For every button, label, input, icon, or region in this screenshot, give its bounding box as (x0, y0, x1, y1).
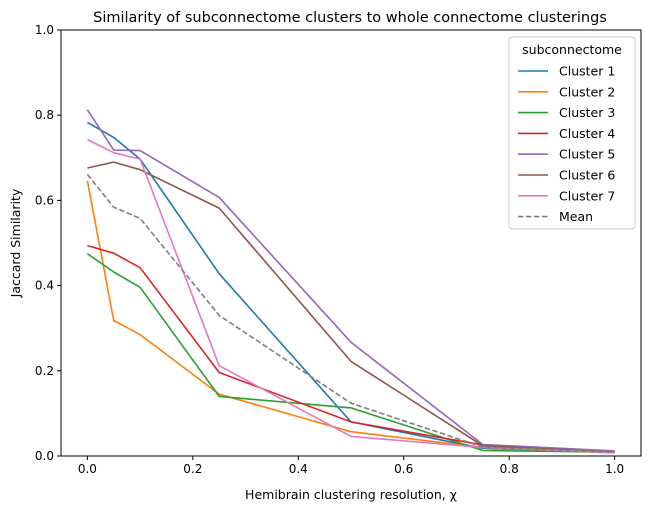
series-line-cluster-6 (87, 161, 615, 453)
legend-label-cluster-4: Cluster 4 (559, 126, 615, 141)
y-tick-label: 1.0 (35, 23, 54, 37)
y-tick-label: 0.4 (35, 279, 54, 293)
series-line-mean (86, 173, 615, 453)
y-tick-label: 0.2 (35, 364, 54, 378)
legend-label-cluster-2: Cluster 2 (559, 84, 615, 99)
x-tick-label: 0.8 (500, 462, 519, 476)
axis-layer: 0.0 0.2 0.4 0.6 0.8 1.0 0.0 0.2 0.4 0.6 0.8 1.0 (35, 23, 624, 476)
legend-title: subconnectome (522, 42, 622, 57)
x-tick-label: 0.0 (78, 462, 97, 476)
x-axis-label: Hemibrain clustering resolution, χ (245, 487, 457, 502)
y-tick-label: 0.0 (35, 449, 54, 463)
legend-label-cluster-7: Cluster 7 (559, 188, 615, 203)
y-tick-label: 0.6 (35, 193, 54, 207)
y-tick-label: 0.8 (35, 108, 54, 122)
legend-label-cluster-3: Cluster 3 (559, 105, 615, 120)
plot-frame (60, 29, 642, 457)
y-axis-label: Jaccard Similarity (8, 188, 23, 298)
legend-label-cluster-1: Cluster 1 (559, 64, 615, 79)
legend-label-cluster-5: Cluster 5 (559, 147, 615, 162)
legend-box (508, 36, 636, 230)
x-tick-label: 0.2 (183, 462, 202, 476)
legend-entries: Cluster 1 Cluster 2 Cluster 3 Cluster 4 Clus… (518, 64, 615, 224)
series-layer (86, 109, 615, 454)
x-tick-label: 0.4 (289, 462, 308, 476)
chart-title: Similarity of subconnectome clusters to … (93, 10, 607, 26)
x-tick-label: 0.6 (394, 462, 413, 476)
legend-label-cluster-6: Cluster 6 (559, 168, 615, 183)
legend-label-mean: Mean (559, 209, 593, 224)
series-line-cluster-3 (86, 253, 615, 453)
series-line-cluster-5 (86, 109, 615, 452)
x-tick-label: 1.0 (605, 462, 624, 476)
